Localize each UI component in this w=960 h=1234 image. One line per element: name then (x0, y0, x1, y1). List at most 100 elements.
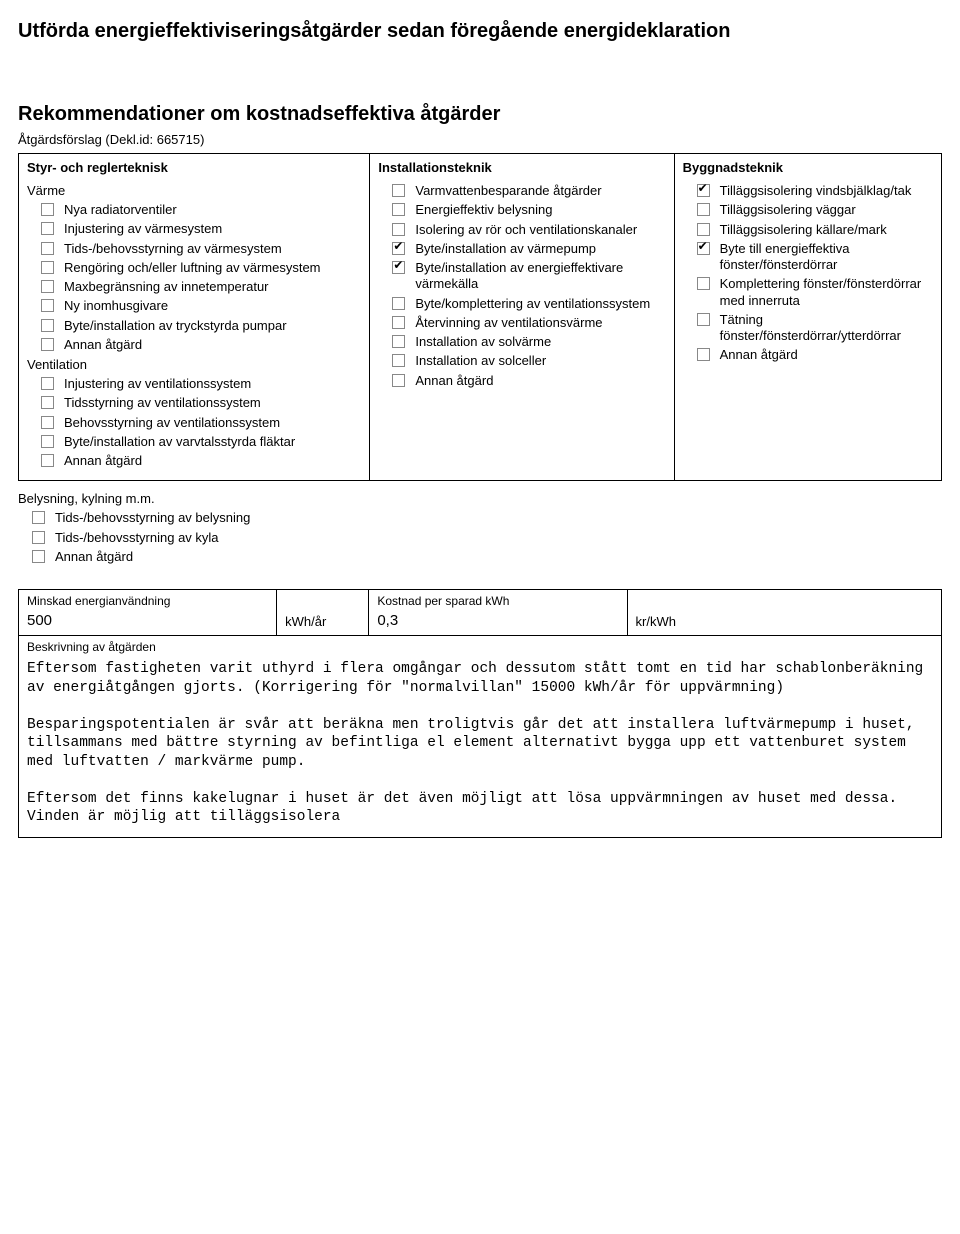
checkbox-label: Annan åtgärd (64, 337, 142, 353)
metric-energy-reduction: Minskad energianvändning 500 (19, 590, 277, 635)
checkbox[interactable] (41, 203, 54, 216)
checkbox[interactable] (41, 454, 54, 467)
checkbox-row: Tilläggsisolering vindsbjälklag/tak (697, 183, 933, 199)
checkbox[interactable] (41, 416, 54, 429)
checkbox-label: Annan åtgärd (415, 373, 493, 389)
checkbox-label: Återvinning av ventilationsvärme (415, 315, 602, 331)
metric-cost-per-kwh: Kostnad per sparad kWh 0,3 (369, 590, 627, 635)
checkbox-row: Varmvattenbesparande åtgärder (392, 183, 665, 199)
checkbox[interactable] (392, 203, 405, 216)
checkbox[interactable] (32, 511, 45, 524)
checkbox-row: Rengöring och/eller luftning av värmesys… (41, 260, 361, 276)
checkbox[interactable] (32, 531, 45, 544)
checklist-building: Tilläggsisolering vindsbjälklag/tak Tillä… (697, 183, 933, 364)
checkbox[interactable] (697, 348, 710, 361)
checkbox-row: Installation av solvärme (392, 334, 665, 350)
checkbox[interactable] (392, 297, 405, 310)
checkbox-row: Byte/komplettering av ventilationssystem (392, 296, 665, 312)
checkbox[interactable] (41, 338, 54, 351)
checkbox[interactable] (41, 396, 54, 409)
checkbox[interactable] (392, 316, 405, 329)
checkbox-label: Tilläggsisolering källare/mark (720, 222, 887, 238)
checkbox[interactable] (392, 261, 405, 274)
checkbox[interactable] (697, 242, 710, 255)
checkbox-row: Tätning fönster/fönsterdörrar/ytterdörra… (697, 312, 933, 345)
metric-value: 500 (27, 612, 268, 629)
checkbox-row: Komplettering fönster/fönsterdörrar med … (697, 276, 933, 309)
checkbox-row: Nya radiatorventiler (41, 202, 361, 218)
checkbox-row: Isolering av rör och ventilationskanaler (392, 222, 665, 238)
checkbox-label: Tids-/behovsstyrning av belysning (55, 510, 250, 526)
checkbox-row: Energieffektiv belysning (392, 202, 665, 218)
checklist-ventilation: Injustering av ventilationssystemTidssty… (41, 376, 361, 469)
column-header: Byggnadsteknik (683, 160, 933, 175)
metrics-row: Minskad energianvändning 500 kWh/år Kost… (18, 589, 942, 636)
checklist-varme: Nya radiatorventiler Injustering av värme… (41, 202, 361, 353)
checkbox[interactable] (41, 319, 54, 332)
checklist-installation: Varmvattenbesparande åtgärder Energieffek… (392, 183, 665, 389)
section-label-ventilation: Ventilation (27, 357, 361, 372)
checkbox-label: Byte till energieffektiva fönster/fönste… (720, 241, 933, 274)
checkbox-label: Tilläggsisolering väggar (720, 202, 856, 218)
checkbox-label: Byte/komplettering av ventilationssystem (415, 296, 650, 312)
checkbox[interactable] (41, 435, 54, 448)
checkbox-label: Ny inomhusgivare (64, 298, 168, 314)
below-group: Belysning, kylning m.m. Tids-/behovsstyr… (18, 491, 942, 565)
checkbox[interactable] (41, 242, 54, 255)
checkbox-label: Byte/installation av energieffektivare v… (415, 260, 665, 293)
column-header: Installationsteknik (378, 160, 665, 175)
checkbox-label: Annan åtgärd (55, 549, 133, 565)
checkbox-row: Tids-/behovsstyrning av värmesystem (41, 241, 361, 257)
description-label: Beskrivning av åtgärden (27, 640, 933, 654)
checkbox-row: Tilläggsisolering källare/mark (697, 222, 933, 238)
checkbox-label: Maxbegränsning av innetemperatur (64, 279, 269, 295)
checkbox[interactable] (697, 203, 710, 216)
checkbox[interactable] (41, 222, 54, 235)
column-header: Styr- och reglerteknisk (27, 160, 361, 175)
checkbox-row: Återvinning av ventilationsvärme (392, 315, 665, 331)
checkbox-row: Annan åtgärd (697, 347, 933, 363)
checkbox[interactable] (392, 335, 405, 348)
checkbox-label: Annan åtgärd (720, 347, 798, 363)
checkbox-label: Installation av solceller (415, 353, 546, 369)
proposal-id: Åtgärdsförslag (Dekl.id: 665715) (18, 132, 942, 147)
checkbox-label: Installation av solvärme (415, 334, 551, 350)
checkbox[interactable] (41, 299, 54, 312)
checkbox[interactable] (32, 550, 45, 563)
checkbox[interactable] (41, 280, 54, 293)
checkbox[interactable] (392, 374, 405, 387)
checkbox-label: Annan åtgärd (64, 453, 142, 469)
section-title: Rekommendationer om kostnadseffektiva åt… (18, 103, 942, 126)
checkbox[interactable] (697, 184, 710, 197)
page-title: Utförda energieffektiviseringsåtgärder s… (18, 20, 942, 43)
checkbox[interactable] (392, 242, 405, 255)
metric-label: Minskad energianvändning (27, 594, 268, 608)
checkbox[interactable] (41, 377, 54, 390)
checkbox[interactable] (697, 223, 710, 236)
checkbox[interactable] (697, 277, 710, 290)
checkbox-row: Maxbegränsning av innetemperatur (41, 279, 361, 295)
checkbox-row: Annan åtgärd (32, 549, 942, 565)
checkbox[interactable] (392, 223, 405, 236)
checkbox-label: Isolering av rör och ventilationskanaler (415, 222, 637, 238)
column-building: Byggnadsteknik Tilläggsisolering vindsbj… (674, 154, 941, 480)
checkbox-label: Byte/installation av tryckstyrda pumpar (64, 318, 287, 334)
checkbox-label: Varmvattenbesparande åtgärder (415, 183, 601, 199)
checkbox-row: Byte/installation av energieffektivare v… (392, 260, 665, 293)
checkbox-row: Tids-/behovsstyrning av kyla (32, 530, 942, 546)
checklist-belysning: Tids-/behovsstyrning av belysning Tids-/b… (32, 510, 942, 565)
metric-unit: kr/kWh (628, 590, 941, 635)
checkbox[interactable] (392, 354, 405, 367)
checkbox-label: Tilläggsisolering vindsbjälklag/tak (720, 183, 912, 199)
checkbox[interactable] (697, 313, 710, 326)
checkbox[interactable] (41, 261, 54, 274)
checkbox-label: Injustering av värmesystem (64, 221, 222, 237)
description-box: Beskrivning av åtgärden Eftersom fastigh… (18, 636, 942, 838)
checkbox-row: Byte/installation av tryckstyrda pumpar (41, 318, 361, 334)
metric-label: Kostnad per sparad kWh (377, 594, 618, 608)
checkbox[interactable] (392, 184, 405, 197)
checkbox-label: Rengöring och/eller luftning av värmesys… (64, 260, 321, 276)
checkbox-label: Energieffektiv belysning (415, 202, 552, 218)
checkbox-row: Injustering av värmesystem (41, 221, 361, 237)
checkbox-row: Byte/installation av värmepump (392, 241, 665, 257)
